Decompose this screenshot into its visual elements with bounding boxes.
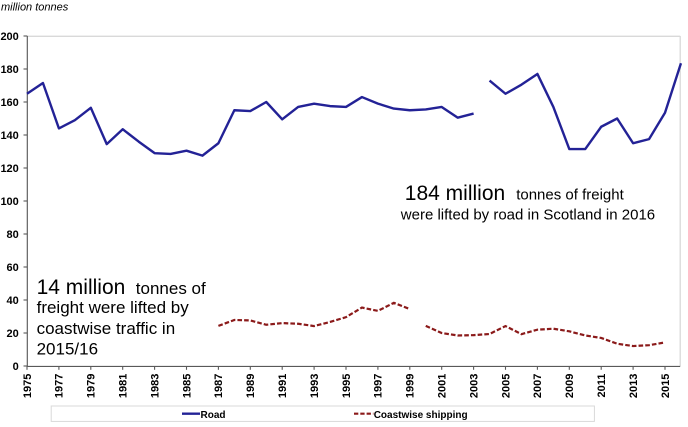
svg-text:60: 60 xyxy=(7,262,19,274)
svg-text:200: 200 xyxy=(0,31,18,43)
svg-text:Coastwise shipping: Coastwise shipping xyxy=(374,410,468,421)
svg-text:1977: 1977 xyxy=(54,374,66,398)
svg-text:20: 20 xyxy=(7,328,19,340)
svg-text:2007: 2007 xyxy=(532,374,544,398)
svg-text:2005: 2005 xyxy=(500,374,512,398)
svg-text:120: 120 xyxy=(0,163,18,175)
svg-text:140: 140 xyxy=(0,130,18,142)
svg-text:14 million: 14 million xyxy=(37,276,126,299)
svg-text:100: 100 xyxy=(0,196,18,208)
svg-text:tonnes of freight: tonnes of freight xyxy=(516,187,624,204)
svg-text:184 million: 184 million xyxy=(405,182,505,205)
svg-text:1979: 1979 xyxy=(86,374,98,398)
svg-text:freight were lifted by: freight were lifted by xyxy=(37,298,190,317)
svg-text:2011: 2011 xyxy=(596,374,608,398)
svg-text:1991: 1991 xyxy=(277,374,289,398)
svg-text:2015/16: 2015/16 xyxy=(37,340,98,359)
svg-text:1995: 1995 xyxy=(341,374,353,398)
svg-text:million tonnes: million tonnes xyxy=(1,1,69,13)
svg-text:2001: 2001 xyxy=(437,374,449,398)
svg-text:1999: 1999 xyxy=(405,374,417,398)
svg-text:160: 160 xyxy=(0,97,18,109)
svg-text:180: 180 xyxy=(0,64,18,76)
svg-text:1983: 1983 xyxy=(149,374,161,398)
svg-text:1975: 1975 xyxy=(22,374,34,398)
svg-text:2009: 2009 xyxy=(564,374,576,398)
svg-text:1981: 1981 xyxy=(118,374,130,398)
svg-text:tonnes of: tonnes of xyxy=(136,279,206,298)
svg-text:2015: 2015 xyxy=(660,374,672,398)
svg-text:1985: 1985 xyxy=(181,374,193,398)
svg-text:coastwise traffic in: coastwise traffic in xyxy=(37,319,176,338)
svg-text:2013: 2013 xyxy=(628,374,640,398)
svg-text:40: 40 xyxy=(7,295,19,307)
svg-text:1987: 1987 xyxy=(213,374,225,398)
svg-text:1993: 1993 xyxy=(309,374,321,398)
svg-text:1989: 1989 xyxy=(245,374,257,398)
svg-text:0: 0 xyxy=(13,361,19,373)
svg-text:Road: Road xyxy=(201,410,226,421)
svg-text:80: 80 xyxy=(7,229,19,241)
svg-text:2003: 2003 xyxy=(468,374,480,398)
svg-text:1997: 1997 xyxy=(373,374,385,398)
svg-text:were lifted by road in Scotlan: were lifted by road in Scotland in 2016 xyxy=(400,207,655,224)
